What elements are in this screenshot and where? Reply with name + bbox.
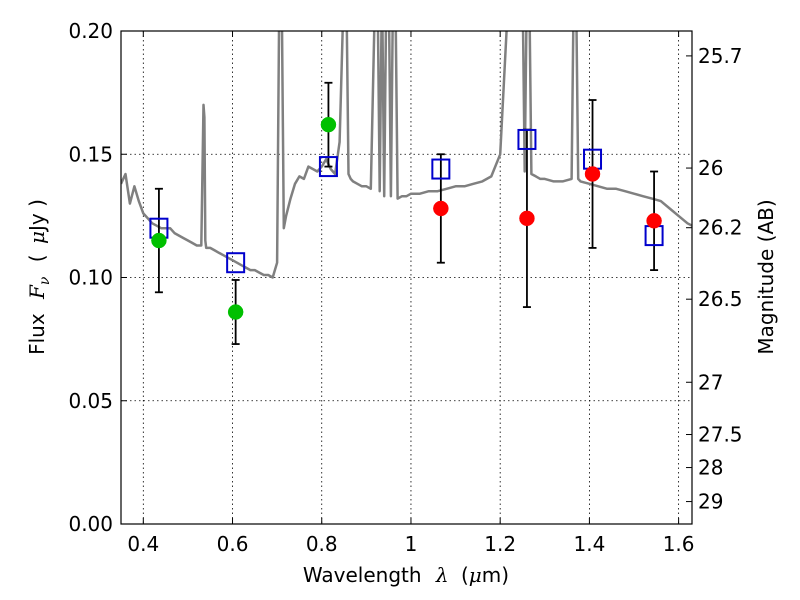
y2-tick-label: 26.2 xyxy=(698,216,743,240)
y2-tick-label: 27.5 xyxy=(698,423,743,447)
y2-tick-label: 26.5 xyxy=(698,287,743,311)
x-tick-label: 0.6 xyxy=(217,532,249,556)
y-axis-ticks: 0.00 0.05 0.10 0.15 0.20 xyxy=(68,19,127,536)
model-square-point xyxy=(226,252,246,274)
y2-tick-label: 29 xyxy=(698,490,723,514)
observed-point xyxy=(646,213,662,229)
y-axis-title: Flux Fν ( μJy ) xyxy=(25,199,54,355)
y2-tick-label: 27 xyxy=(698,370,723,394)
y2-axis-ticks: 25.7 26 26.2 26.5 27 27.5 28 29 xyxy=(686,44,743,514)
x-axis-title: Wavelength λ (μm) xyxy=(303,563,509,587)
observed-point xyxy=(320,116,337,133)
model-square-point xyxy=(318,156,338,178)
y-axis-title-text: Flux xyxy=(25,313,49,355)
x-axis-ticks: 0.4 0.6 0.8 1 1.2 1.4 1.6 xyxy=(127,31,695,556)
y-tick-label: 0.10 xyxy=(68,266,113,290)
observed-point xyxy=(584,166,601,182)
x-tick-label: 1.2 xyxy=(484,532,516,556)
x-axis-title-text: Wavelength xyxy=(303,563,422,587)
y-tick-label: 0.00 xyxy=(68,512,113,536)
y-tick-label: 0.20 xyxy=(68,19,113,43)
observed-point xyxy=(433,200,449,217)
plot-area xyxy=(121,31,692,345)
y2-axis-title: Magnitude (AB) xyxy=(754,199,778,354)
y-axis-title-sub: ν xyxy=(37,276,53,285)
y-tick-label: 0.05 xyxy=(68,389,113,413)
x-tick-label: 0.8 xyxy=(306,532,338,556)
observed-point xyxy=(151,232,167,249)
x-tick-label: 1.6 xyxy=(663,532,695,556)
y-tick-label: 0.15 xyxy=(68,142,113,166)
y-axis-title-unit: Jy ) xyxy=(25,199,49,233)
model-square-point xyxy=(517,128,537,150)
y2-tick-label: 25.7 xyxy=(698,44,743,68)
x-axis-title-mu: μ xyxy=(469,563,482,587)
x-axis-title-symbol: λ xyxy=(435,563,449,587)
x-axis-title-open: ( xyxy=(461,563,469,587)
x-tick-label: 1.4 xyxy=(573,532,605,556)
x-tick-label: 0.4 xyxy=(127,532,159,556)
model-square-point xyxy=(431,158,451,180)
spectrum-line xyxy=(121,31,692,279)
y2-tick-label: 28 xyxy=(698,456,723,480)
grid-lines xyxy=(121,31,692,524)
observed-point xyxy=(227,304,244,320)
y-axis-title-mu: μ xyxy=(25,231,49,244)
observed-point xyxy=(519,210,535,227)
y-axis-title-symbol: F xyxy=(25,284,49,300)
x-axis-title-unit: m) xyxy=(482,563,509,587)
x-tick-label: 1 xyxy=(405,532,418,556)
y2-tick-label: 26 xyxy=(698,156,723,180)
y-axis-title-open: ( xyxy=(25,254,49,262)
